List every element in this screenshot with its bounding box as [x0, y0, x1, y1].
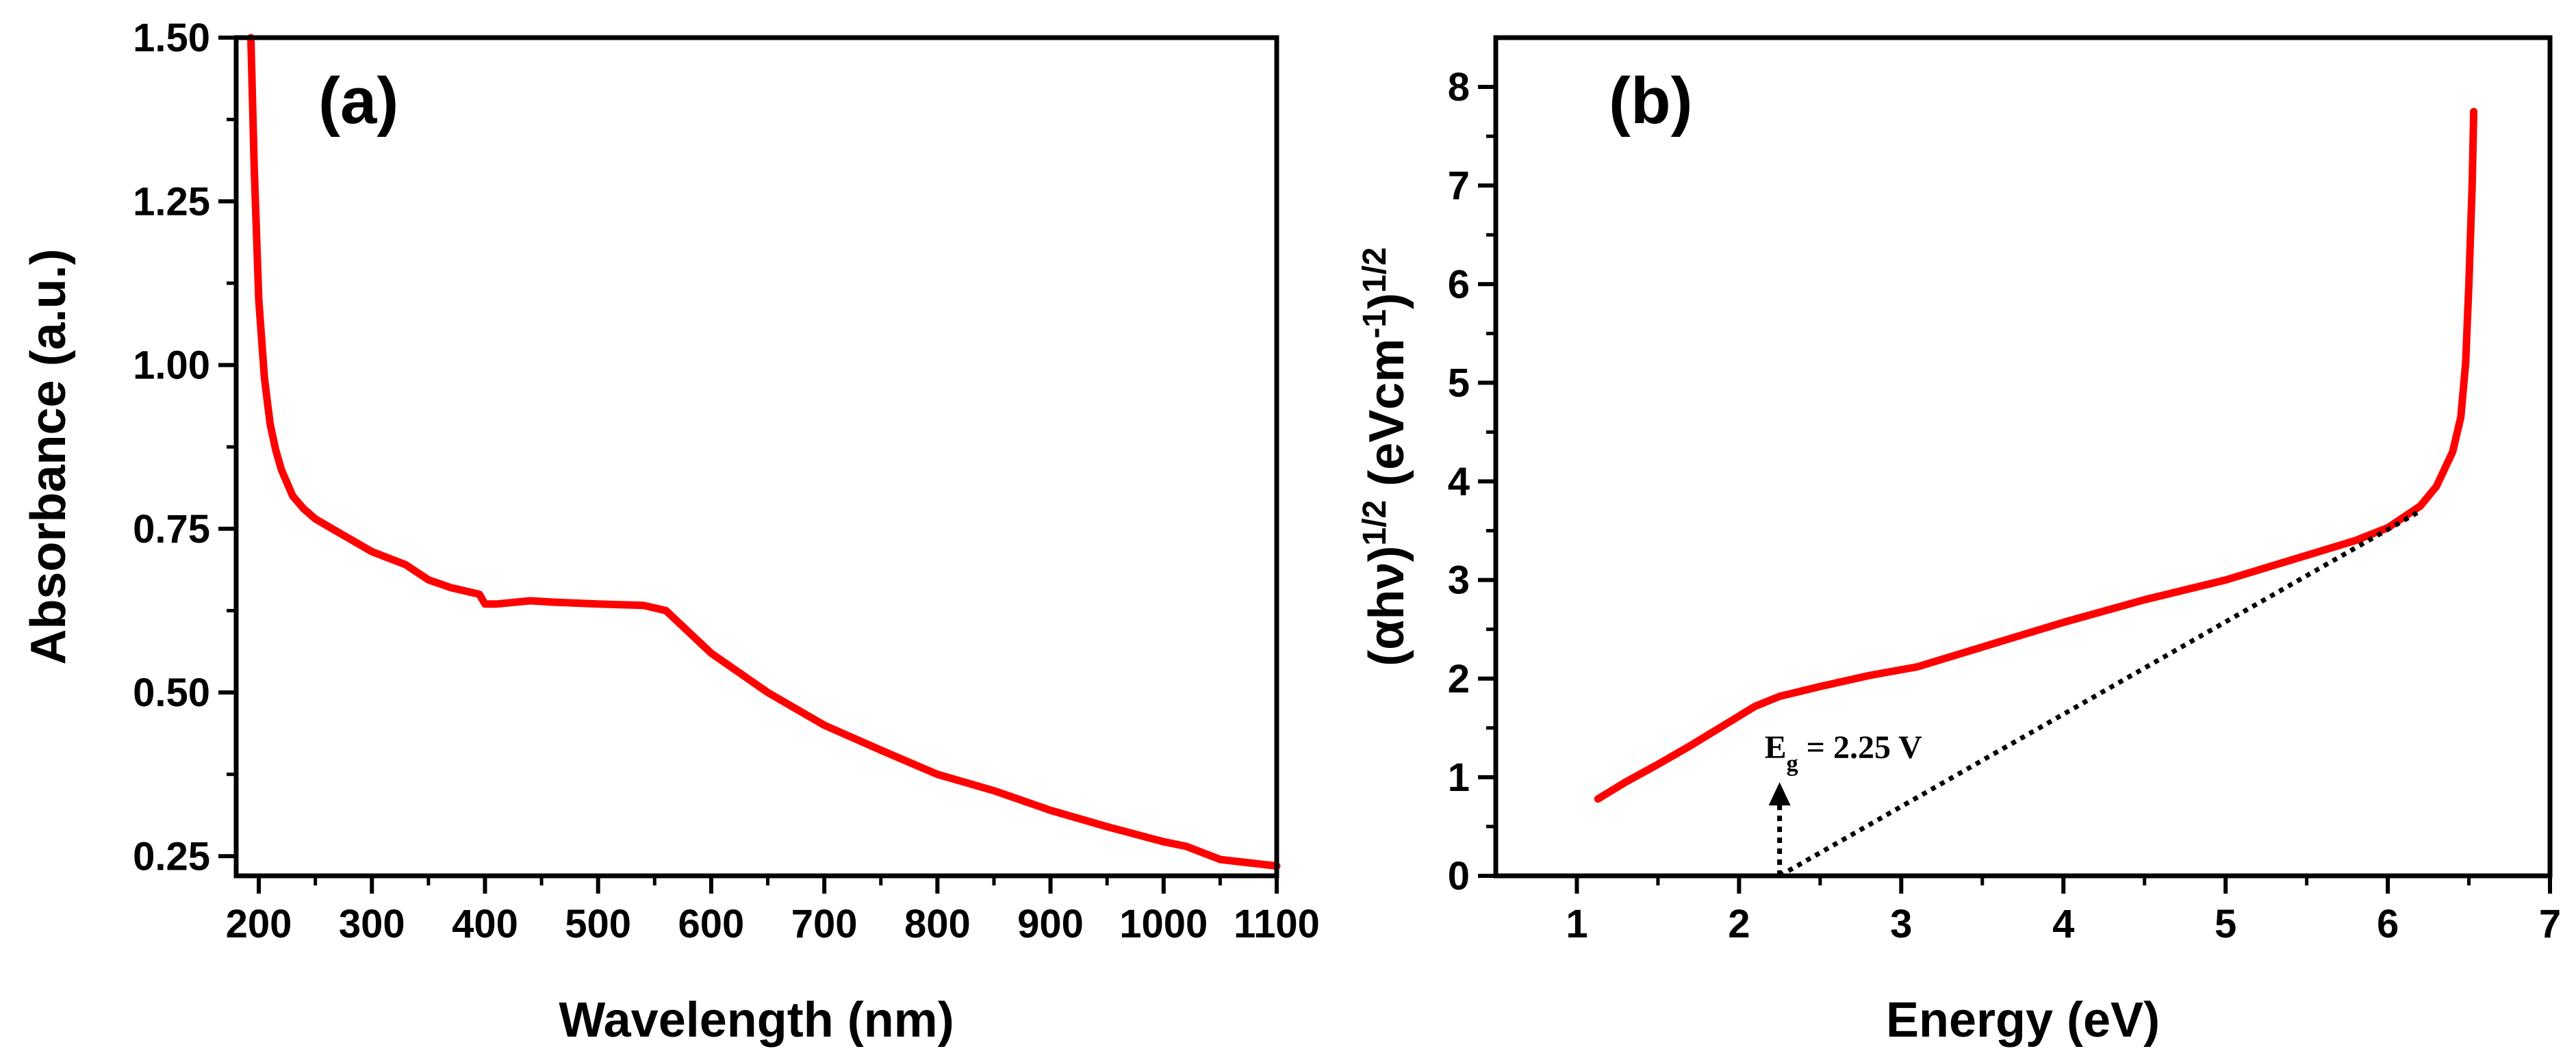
panel-a-x-tick-label: 300: [339, 902, 405, 946]
panel-a-y-tick-label: 0.75: [133, 507, 210, 552]
panel-b-y-tick-label: 2: [1448, 657, 1470, 701]
panel-a-y-tick-label: 1.00: [133, 343, 210, 388]
panel-b-y-tick-label: 0: [1448, 854, 1470, 898]
panel-b-series-line: [1778, 508, 2422, 879]
panel-a-x-tick-label: 1000: [1119, 902, 1208, 946]
panel-b-label: (b): [1609, 64, 1693, 138]
panel-b-annotation: Eg = 2.25 V: [1765, 729, 1923, 876]
panel-b-ylabel-mid: (eVcm: [1360, 339, 1414, 500]
panel-a-label: (a): [318, 64, 398, 138]
panel-a-x-axis-title: Wavelength (nm): [559, 993, 954, 1048]
panel-a-y-tick-label: 1.50: [133, 16, 210, 60]
panel-b-y-tick-label: 3: [1448, 558, 1470, 603]
panel-a-x-tick-label: 500: [565, 902, 631, 946]
panel-b-arrow-head: [1768, 782, 1791, 806]
panel-a-x-tick-label: 600: [678, 902, 745, 946]
panel-a: 200 300 400 500 600 700 800 900 1000 1100 0.25 0.50…: [21, 16, 1320, 1048]
panel-b-x-axis-title: Energy (eV): [1886, 993, 2160, 1048]
annotation-base: E: [1765, 729, 1787, 766]
panel-a-y-tick-label: 1.25: [133, 179, 210, 224]
annotation-rest: = 2.25 V: [1798, 729, 1922, 766]
panel-b-y-axis-title: (αhν)1/2 (eVcm-1)1/2: [1357, 247, 1415, 666]
panel-b-y-tick-label: 5: [1448, 361, 1470, 405]
panel-b-series: [1594, 107, 2478, 879]
panel-a-y-tick-label: 0.25: [133, 834, 210, 879]
panel-a-y-tick-label: 0.50: [133, 671, 210, 715]
panel-b-y-tick-label: 8: [1448, 65, 1470, 109]
panel-a-x-tick-label: 400: [452, 902, 518, 946]
panel-a-ticks: 200 300 400 500 600 700 800 900 1000 1100 0.25 0.50…: [133, 16, 1320, 946]
panel-a-x-tick-label: 200: [226, 902, 292, 946]
panel-b-y-tick-label: 4: [1448, 460, 1470, 504]
panel-b-ticks: 1 2 3 4 5 6 7 0 1 2 3 4 5 6 7 8: [1448, 65, 2561, 946]
panel-a-y-axis-title: Absorbance (a.u.): [21, 248, 76, 664]
panel-b-annotation-text: Eg = 2.25 V: [1765, 729, 1923, 777]
panel-b-y-tick-label: 7: [1448, 164, 1470, 208]
panel-b-x-tick-label: 5: [2215, 902, 2236, 946]
panel-a-series-line: [247, 34, 1281, 870]
panel-b-series-line: [1594, 107, 2478, 803]
panel-a-plot-frame: [233, 35, 1279, 879]
panel-b-x-tick-label: 3: [1890, 902, 1912, 946]
panel-b-ylabel-close: ): [1360, 293, 1414, 309]
panel-b-plot-frame: [1493, 35, 2553, 879]
panel-b-y-tick-label: 6: [1448, 262, 1470, 307]
panel-b-x-tick-label: 2: [1728, 902, 1750, 946]
panel-b-x-tick-label: 4: [2052, 902, 2074, 946]
panel-a-x-tick-label: 700: [791, 902, 858, 946]
panel-b-ylabel-exp2: -1: [1357, 309, 1393, 339]
panel-b-ylabel-exp3: 1/2: [1357, 247, 1393, 293]
panel-a-x-tick-label: 800: [904, 902, 971, 946]
annotation-subscript: g: [1787, 751, 1798, 777]
panel-a-x-tick-label: 900: [1017, 902, 1084, 946]
panel-b-ylabel-exp1: 1/2: [1357, 500, 1393, 546]
panel-b: 1 2 3 4 5 6 7 0 1 2 3 4 5 6 7 8 Eg = 2.25 V (b) Energy …: [1357, 35, 2561, 1048]
panel-b-y-tick-label: 1: [1448, 755, 1470, 800]
panel-b-x-tick-label: 6: [2377, 902, 2399, 946]
panel-a-series: [247, 34, 1281, 870]
panel-b-x-tick-label: 1: [1566, 902, 1587, 946]
panel-b-x-tick-label: 7: [2539, 902, 2561, 946]
panel-b-ylabel-base: (αhν): [1360, 546, 1414, 666]
panel-a-x-tick-label: 1100: [1234, 902, 1320, 946]
